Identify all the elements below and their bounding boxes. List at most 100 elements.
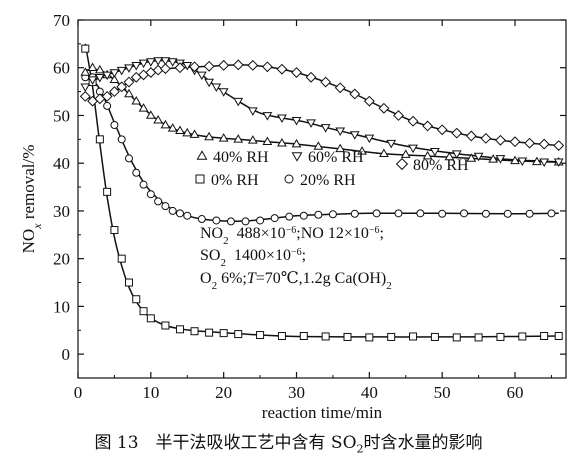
- data-point-series-3: [204, 78, 214, 88]
- data-point-series-1: [197, 215, 206, 224]
- data-point-series-2: [160, 119, 171, 129]
- data-point-series-2: [94, 64, 105, 74]
- data-point-series-2: [80, 67, 91, 76]
- data-point-series-0: [474, 333, 483, 342]
- data-point-series-1: [212, 216, 221, 225]
- data-point-series-4: [451, 127, 463, 139]
- data-point-series-4: [538, 138, 550, 150]
- x-tick-label: 40: [361, 383, 378, 402]
- data-point-series-2: [247, 135, 258, 144]
- data-point-series-1: [110, 121, 119, 130]
- data-point-series-1: [183, 211, 192, 220]
- data-point-series-3: [218, 88, 229, 97]
- data-point-series-0: [132, 295, 141, 304]
- data-point-series-1: [226, 217, 235, 226]
- data-point-series-2: [313, 141, 324, 150]
- data-point-series-0: [277, 331, 286, 340]
- data-point-series-3: [167, 58, 178, 67]
- data-point-series-4: [305, 71, 317, 83]
- data-point-series-2: [400, 149, 411, 158]
- y-tick-label: 20: [53, 250, 70, 269]
- data-point-series-1: [299, 211, 308, 220]
- data-point-series-0: [124, 278, 133, 287]
- data-point-series-1: [372, 209, 381, 218]
- data-point-series-4: [79, 90, 91, 102]
- data-point-series-3: [182, 62, 193, 71]
- series-line-4: [85, 64, 559, 147]
- data-point-series-2: [131, 95, 142, 105]
- data-point-series-1: [503, 209, 512, 218]
- x-tick-label: 30: [288, 383, 305, 402]
- data-point-series-3: [94, 73, 105, 83]
- legend-label: 40% RH: [213, 149, 269, 166]
- data-point-series-3: [247, 107, 258, 116]
- data-point-series-2: [189, 129, 200, 138]
- data-point-series-1: [438, 209, 447, 218]
- data-point-series-0: [365, 333, 374, 342]
- data-point-series-2: [510, 155, 520, 165]
- data-point-series-4: [495, 134, 506, 146]
- data-point-series-1: [416, 209, 425, 218]
- data-point-series-1: [328, 210, 337, 219]
- y-tick-label: 40: [53, 154, 70, 173]
- data-point-series-0: [518, 332, 527, 341]
- data-point-series-3: [116, 66, 127, 76]
- data-point-series-2: [262, 136, 273, 146]
- y-tick-label: 10: [53, 297, 70, 316]
- data-point-series-2: [277, 137, 287, 147]
- data-point-series-4: [159, 63, 171, 75]
- annotation-line-2: SO2 1400×10−6;: [200, 247, 306, 270]
- data-point-series-2: [335, 143, 346, 153]
- data-point-series-0: [343, 332, 352, 341]
- x-tick-label: 0: [74, 383, 83, 402]
- data-point-series-3: [138, 59, 149, 69]
- y-tick-label: 60: [53, 59, 70, 78]
- data-point-series-2: [357, 146, 367, 155]
- data-point-series-0: [95, 135, 104, 144]
- data-point-series-0: [409, 332, 418, 341]
- data-point-series-3: [160, 57, 171, 66]
- data-point-series-2: [204, 131, 214, 141]
- data-point-series-1: [175, 209, 184, 218]
- data-point-series-3: [517, 157, 528, 167]
- data-point-series-3: [408, 144, 418, 154]
- data-point-series-4: [203, 60, 215, 72]
- data-point-series-4: [436, 124, 448, 136]
- legend-marker: [196, 150, 208, 160]
- data-point-series-0: [175, 325, 184, 334]
- data-point-series-3: [349, 131, 360, 140]
- data-point-series-0: [321, 332, 330, 341]
- data-point-series-2: [379, 148, 389, 157]
- data-point-series-3: [102, 71, 113, 81]
- data-point-series-4: [189, 61, 200, 73]
- data-point-series-3: [386, 139, 397, 149]
- data-point-series-2: [291, 138, 302, 148]
- legend-label: 80% RH: [413, 157, 469, 174]
- data-point-series-3: [211, 83, 222, 93]
- data-point-series-0: [117, 254, 126, 263]
- data-point-series-2: [233, 134, 244, 143]
- data-point-series-2: [422, 150, 433, 160]
- series-line-0: [84, 43, 559, 338]
- chart: 0 10 20 30 40 50 60 0 10 20 30 40 50 60 70 reaction tim…: [19, 11, 567, 420]
- data-point-series-0: [452, 333, 461, 342]
- data-point-series-3: [277, 114, 287, 124]
- data-point-series-4: [378, 102, 390, 114]
- data-point-series-4: [407, 115, 419, 127]
- x-axis-label: reaction time/min: [262, 403, 383, 420]
- data-point-series-1: [103, 101, 112, 110]
- data-point-series-4: [524, 137, 536, 149]
- data-point-series-3: [364, 134, 375, 144]
- data-point-series-4: [480, 132, 492, 144]
- data-point-series-1: [146, 190, 155, 199]
- data-point-series-3: [451, 150, 462, 159]
- caption-prefix: 图 13 半干法吸收工艺中含有 SO: [94, 433, 357, 453]
- data-point-series-0: [234, 330, 243, 339]
- data-point-series-1: [270, 214, 279, 223]
- data-point-series-4: [509, 136, 521, 148]
- data-point-series-3: [233, 97, 244, 107]
- data-point-series-2: [444, 151, 455, 161]
- data-point-series-3: [153, 57, 164, 66]
- data-point-series-1: [168, 206, 177, 215]
- data-point-series-4: [291, 67, 302, 78]
